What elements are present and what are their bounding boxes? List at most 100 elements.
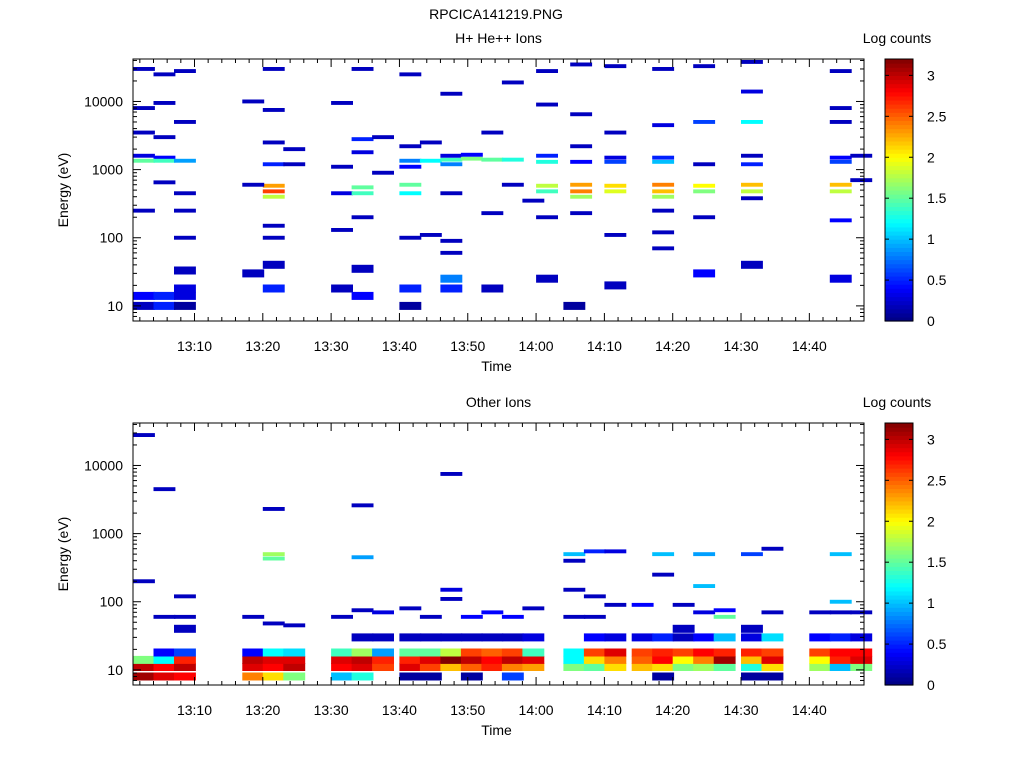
colorbar-swatch [885,611,913,616]
colorbar-swatch [885,230,913,236]
heatmap-cell [262,67,285,71]
x-tick-label: 14:10 [587,338,622,354]
colorbar-tick-label: 3 [927,431,935,447]
colorbar-tick-label: 1 [927,231,935,247]
colorbar-swatch [885,500,913,506]
colorbar-swatch [885,423,913,428]
heatmap-cell [262,194,285,199]
x-tick-label: 14:20 [655,702,690,718]
colorbar-swatch [885,615,913,621]
heatmap-cell [351,648,374,657]
colorbar-swatch [885,623,913,629]
heatmap-cell [262,284,285,293]
heatmap-cell [850,648,873,657]
heatmap-cell [672,602,695,607]
heatmap-cell [331,648,353,657]
colorbar-swatch [885,431,913,436]
heatmap-cell [850,655,873,664]
colorbar-swatch [885,190,913,195]
heatmap-cell [604,281,627,290]
heatmap-cell [536,69,558,73]
y-tick-label: 10 [107,298,123,314]
colorbar-swatch [885,508,913,514]
colorbar-swatch [885,153,913,158]
colorbar-swatch [885,468,913,473]
heatmap-cell [242,182,265,187]
heatmap-cell [153,614,176,619]
heatmap-cell [583,549,606,554]
heatmap-cell [331,191,353,196]
heatmap-cell [133,291,155,300]
colorbar-swatch [885,545,913,551]
colorbar-swatch [885,554,913,559]
heatmap-cell [481,610,504,615]
colorbar-tick-label: 1 [927,595,935,611]
colorbar-swatch [885,226,913,232]
colorbar-swatch [885,280,913,285]
heatmap-cell [741,633,763,642]
colorbar-swatch [885,124,913,130]
heatmap-cell [262,663,285,671]
y-axis-label: Energy (eV) [55,153,71,228]
heatmap-cell [153,648,176,657]
colorbar-swatch [885,648,913,653]
heatmap-cell [440,597,463,601]
x-tick-label: 13:10 [177,702,212,718]
heatmap-cell [133,301,155,310]
colorbar-swatch [885,463,913,469]
y-tick-label: 10000 [84,93,123,109]
colorbar-tick-label: 1.5 [927,554,947,570]
colorbar-swatch [885,194,913,199]
colorbar-swatch [885,267,913,273]
heatmap-cell [741,648,763,657]
heatmap-cell [262,552,285,557]
colorbar-swatch [885,627,913,633]
heatmap-cell [133,433,155,437]
colorbar-label: Log counts [863,30,932,46]
colorbar-tick-label: 3 [927,67,935,83]
heatmap-cell [153,72,176,77]
colorbar-swatch [885,202,913,207]
heatmap-cell [262,507,285,511]
heatmap-cell [652,155,675,160]
heatmap-cell [672,633,695,642]
heatmap-cell [372,655,394,664]
heatmap-cell [440,153,463,158]
colorbar-swatch [885,549,913,555]
heatmap-cell [133,208,155,213]
y-tick-label: 1000 [92,526,123,542]
colorbar-swatch [885,496,913,502]
heatmap-cell [583,614,606,619]
heatmap-cell [583,648,606,657]
heatmap-cell [399,655,422,664]
heatmap-cell [399,672,422,681]
heatmap-cell [133,579,155,584]
heatmap-cell [741,655,763,664]
heatmap-cell [672,648,695,657]
heatmap-cell [536,274,558,283]
colorbar-swatch [885,132,913,138]
heatmap-cell [153,155,176,160]
x-tick-label: 13:30 [314,702,349,718]
heatmap-cell [522,198,545,203]
heatmap-cell [174,301,196,310]
heatmap-cell [283,672,306,681]
heatmap-cell [631,633,654,642]
heatmap-cell [741,120,763,124]
heatmap-cell [242,269,265,278]
heatmap-cell [809,610,832,615]
heatmap-cell [440,663,463,671]
colorbar-swatch [885,586,913,592]
x-tick-label: 13:50 [450,702,485,718]
colorbar-swatch [885,607,913,612]
colorbar-swatch [885,594,913,600]
heatmap-cell [351,137,374,142]
heatmap-cell [242,672,265,681]
heatmap-cell [652,672,675,681]
heatmap-cell [440,191,463,196]
colorbar-swatch [885,112,913,117]
heatmap-cell [652,182,675,187]
heatmap-cell [153,655,176,664]
heatmap-cell [631,663,654,671]
